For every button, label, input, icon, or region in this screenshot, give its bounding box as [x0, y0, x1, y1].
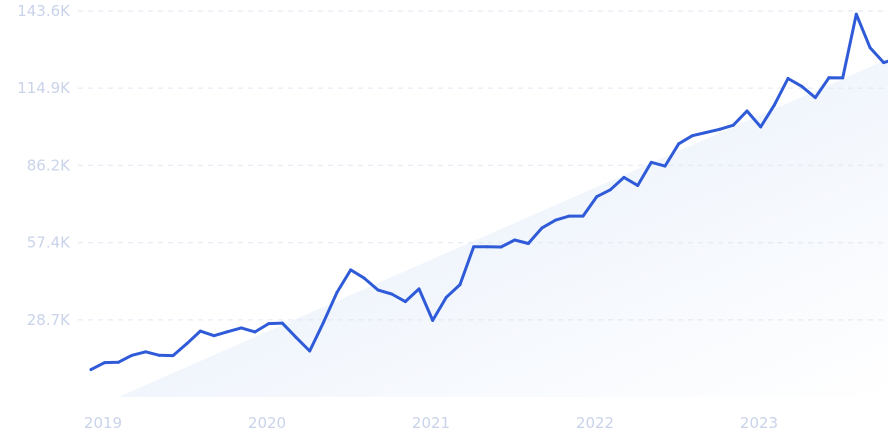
data-point: [841, 76, 845, 80]
data-point: [745, 109, 749, 113]
data-point: [376, 288, 380, 292]
data-point: [485, 245, 489, 249]
data-point: [499, 245, 503, 249]
y-tick-label: 114.9K: [17, 79, 71, 97]
data-point: [198, 329, 202, 333]
data-point: [690, 134, 694, 138]
data-point: [212, 334, 216, 338]
x-tick-label: 2023: [740, 414, 778, 432]
data-point: [581, 214, 585, 218]
data-point: [731, 123, 735, 127]
gridlines: [78, 10, 888, 321]
series-layer: [89, 12, 888, 372]
data-point: [827, 76, 831, 80]
data-point: [116, 360, 120, 364]
x-tick-label: 2019: [84, 414, 122, 432]
data-point: [253, 330, 257, 334]
data-point: [103, 361, 107, 365]
y-tick-label: 57.4K: [27, 234, 71, 252]
data-point: [89, 368, 93, 372]
data-point: [759, 125, 763, 129]
data-point: [554, 218, 558, 222]
data-point: [800, 84, 804, 88]
data-point: [704, 130, 708, 134]
data-point: [882, 61, 886, 65]
data-point: [458, 283, 462, 287]
data-point: [239, 326, 243, 330]
data-point: [513, 238, 517, 242]
data-point: [622, 175, 626, 179]
y-tick-label: 143.6K: [17, 2, 71, 20]
data-point: [718, 127, 722, 131]
data-point: [663, 164, 667, 168]
data-point: [472, 245, 476, 249]
x-tick-label: 2020: [248, 414, 286, 432]
data-point: [267, 322, 271, 326]
data-point: [362, 276, 366, 280]
data-point: [294, 335, 298, 339]
data-point: [226, 330, 230, 334]
data-point: [349, 268, 353, 272]
data-point: [321, 321, 325, 325]
data-point: [144, 350, 148, 354]
y-tick-label: 86.2K: [27, 156, 71, 174]
data-point: [608, 188, 612, 192]
data-point: [786, 76, 790, 80]
data-point: [308, 349, 312, 353]
data-point: [335, 290, 339, 294]
data-point: [280, 321, 284, 325]
y-axis-tick-labels: 28.7K 57.4K 86.2K 114.9K 143.6K: [17, 2, 71, 329]
x-tick-label: 2022: [576, 414, 614, 432]
data-point: [649, 160, 653, 164]
data-point: [854, 12, 858, 16]
data-point: [157, 353, 161, 357]
data-point: [403, 300, 407, 304]
data-point: [595, 195, 599, 199]
data-point: [130, 353, 134, 357]
x-axis-tick-labels: 2019 2020 2021 2022 2023: [84, 414, 778, 432]
data-point: [540, 226, 544, 230]
trend-area: [118, 59, 888, 397]
data-point: [390, 292, 394, 296]
data-point: [171, 354, 175, 358]
data-point: [868, 46, 872, 50]
x-tick-label: 2021: [412, 414, 450, 432]
data-point: [677, 142, 681, 146]
y-tick-label: 28.7K: [27, 311, 71, 329]
data-point: [813, 96, 817, 100]
data-point: [526, 242, 530, 246]
data-point: [567, 214, 571, 218]
trend-area-layer: [118, 59, 888, 397]
data-point: [636, 183, 640, 187]
data-point: [185, 342, 189, 346]
data-point: [444, 295, 448, 299]
data-point: [431, 318, 435, 322]
data-point: [417, 287, 421, 291]
data-point: [772, 103, 776, 107]
